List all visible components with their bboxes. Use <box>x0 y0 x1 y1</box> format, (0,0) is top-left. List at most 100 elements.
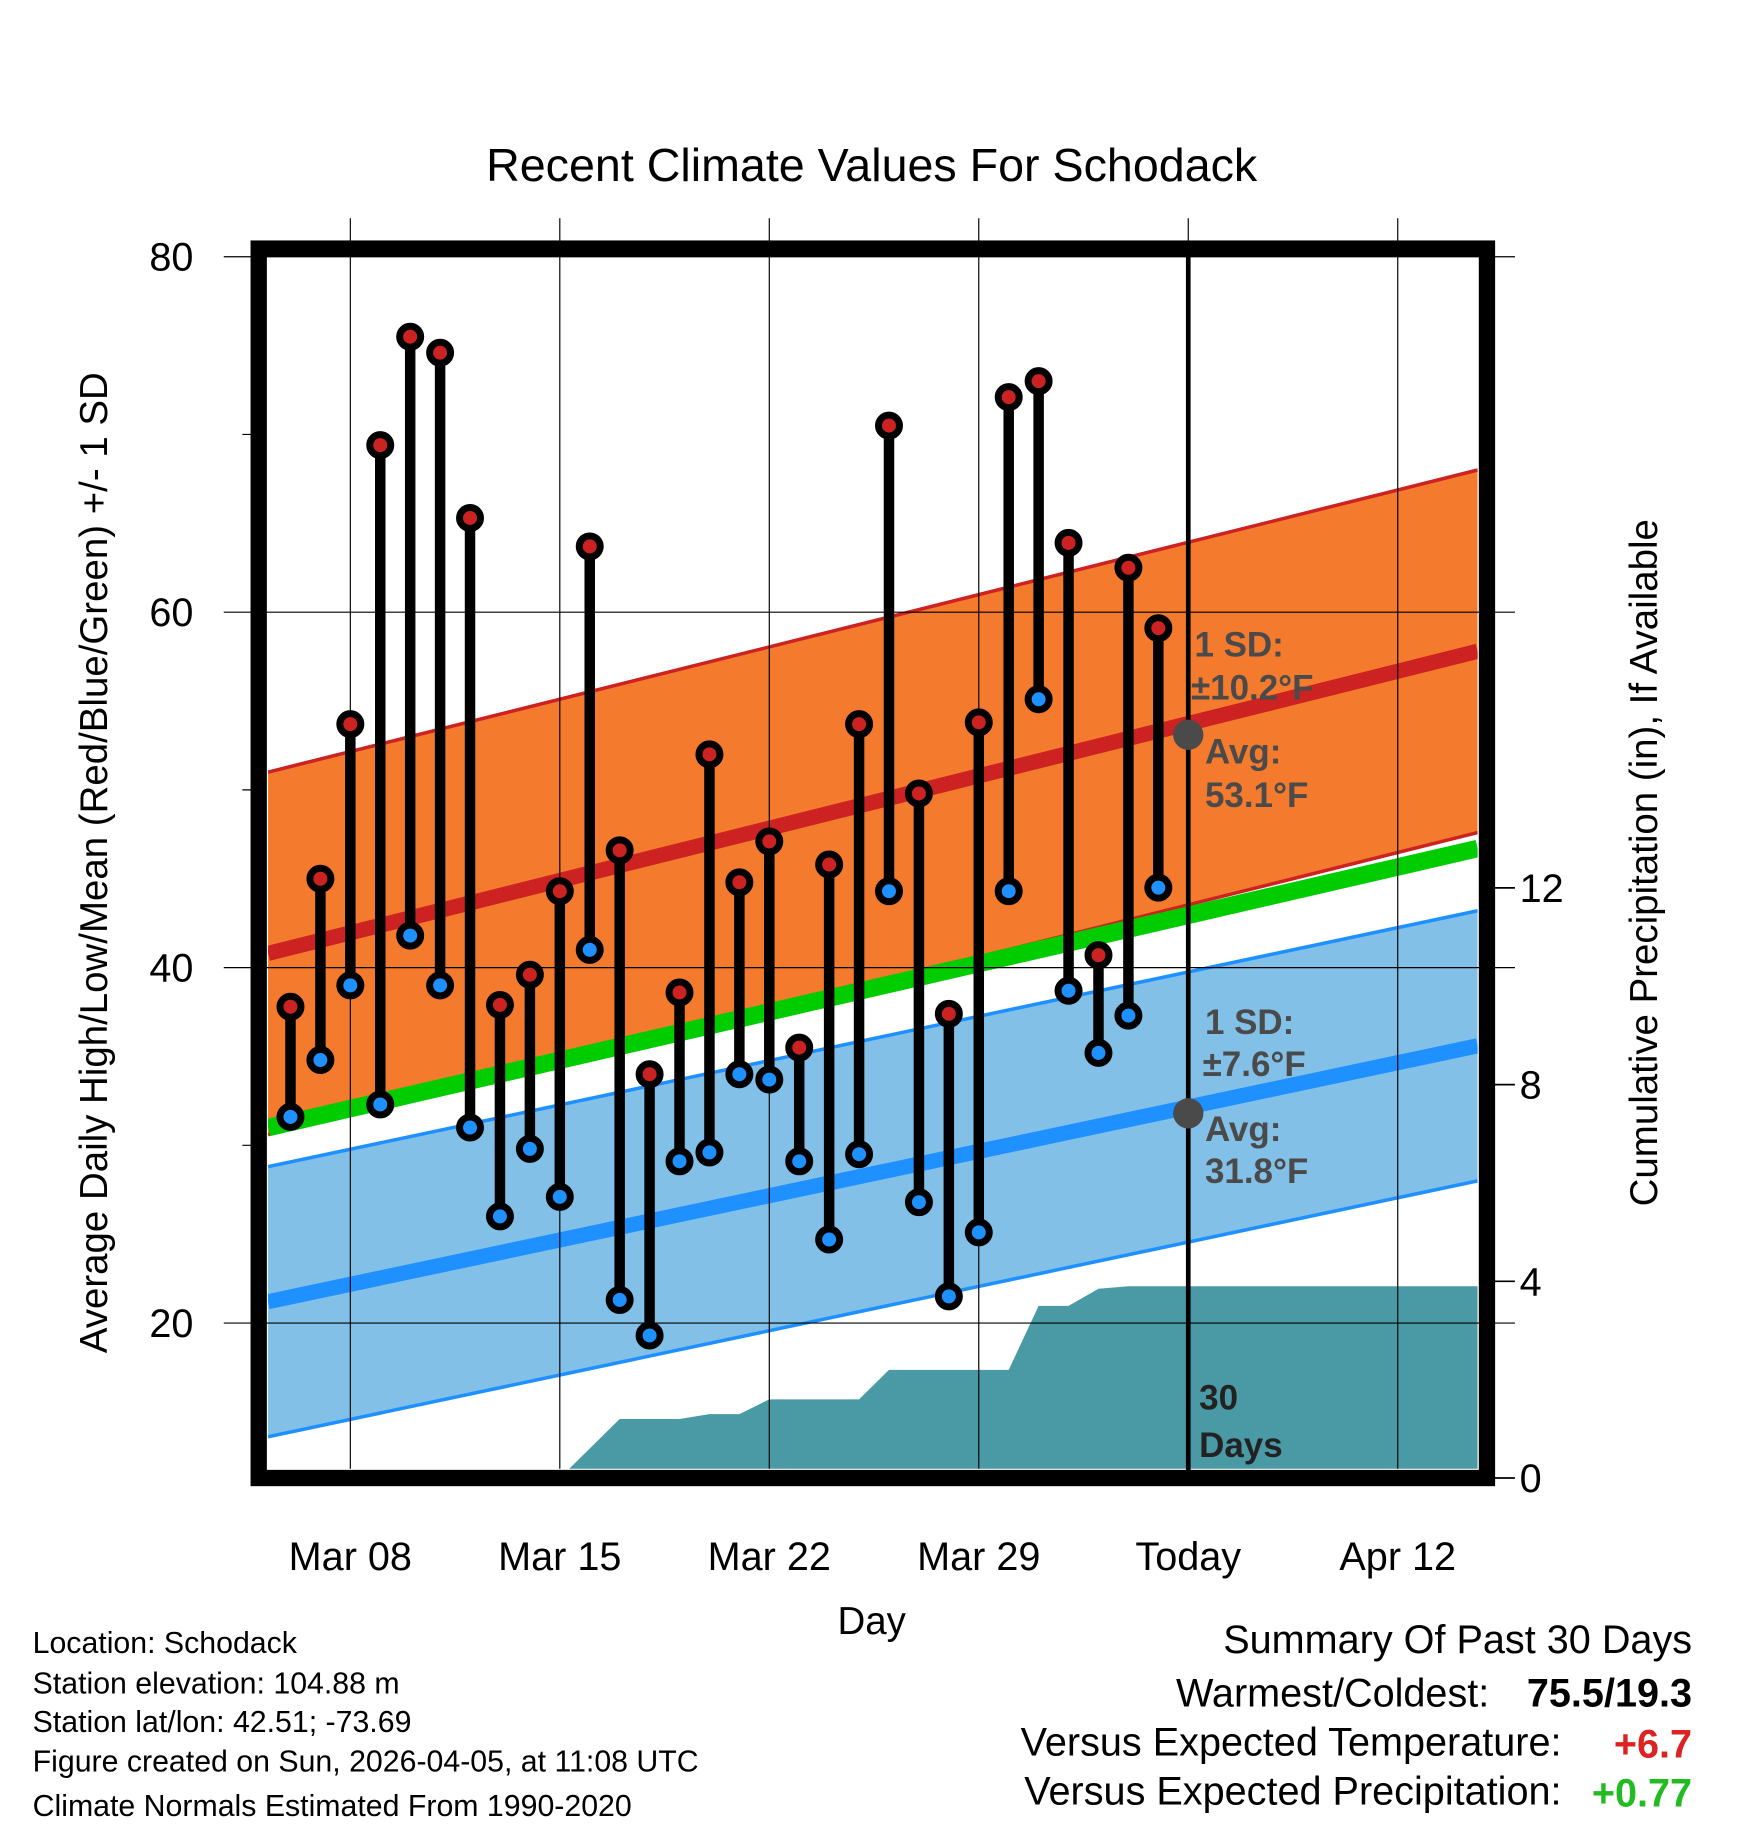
low-point <box>426 971 455 1000</box>
low-point <box>1144 873 1173 902</box>
high-point <box>934 999 963 1028</box>
footer-normals: Climate Normals Estimated From 1990-2020 <box>33 1790 632 1823</box>
high-point <box>1084 941 1113 970</box>
precip-value: +0.77 <box>1592 1772 1692 1816</box>
high-sd-label: 1 SD: <box>1194 625 1283 664</box>
precip-label: Versus Expected Precipitation: <box>1024 1769 1561 1813</box>
data-marks <box>276 322 1204 1350</box>
high-avg-value: 53.1°F <box>1205 776 1308 815</box>
warmest-value: 75.5/19.3 <box>1527 1671 1692 1715</box>
high-point <box>1054 528 1083 557</box>
high-sd-value: ±10.2°F <box>1191 669 1314 708</box>
y2-tick-label: 0 <box>1520 1457 1542 1501</box>
low-point <box>545 1182 574 1211</box>
low-point <box>665 1147 694 1176</box>
high-point <box>785 1033 814 1062</box>
high-point <box>904 779 933 808</box>
high-avg-label: Avg: <box>1205 733 1281 772</box>
annotations: 1 SD: ±10.2°F Avg: 53.1°F 1 SD: ±7.6°F A… <box>1191 625 1314 1465</box>
plot-frame <box>250 240 1496 1487</box>
high-point <box>994 383 1023 412</box>
temp-value: +6.7 <box>1614 1723 1692 1767</box>
high-point <box>456 504 485 532</box>
temp-label: Versus Expected Temperature: <box>1021 1720 1562 1764</box>
high-point <box>1024 367 1053 396</box>
y-tick-label: 20 <box>149 1302 193 1346</box>
high-point <box>1144 614 1173 643</box>
low-point <box>875 877 903 906</box>
low-point <box>1054 976 1083 1005</box>
high-point <box>725 868 754 897</box>
high-point <box>845 710 874 739</box>
summary-title: Summary Of Past 30 Days <box>1223 1618 1692 1662</box>
low-point <box>815 1225 844 1254</box>
x-tick-label: Mar 22 <box>708 1535 831 1579</box>
y2-tick-label: 12 <box>1520 867 1564 911</box>
plot-area <box>268 468 1478 1469</box>
high-point <box>665 978 694 1007</box>
y-tick-label: 60 <box>149 591 193 635</box>
y2-tick-label: 8 <box>1520 1064 1542 1108</box>
high-point <box>366 431 395 460</box>
precip-area <box>569 1286 1478 1469</box>
high-point <box>964 708 993 737</box>
high-point <box>635 1060 664 1089</box>
high-point <box>755 827 784 856</box>
low-point <box>904 1188 933 1217</box>
low-point <box>396 921 425 950</box>
high-point <box>485 990 514 1019</box>
low-point <box>845 1140 874 1169</box>
low-point <box>366 1090 395 1119</box>
days-label: Days <box>1199 1426 1283 1465</box>
low-point <box>994 877 1023 906</box>
low-point <box>1084 1038 1113 1067</box>
footer-elevation: Station elevation: 104.88 m <box>33 1668 400 1701</box>
low-point <box>785 1147 814 1176</box>
low-sd-value: ±7.6°F <box>1203 1045 1306 1084</box>
low-point <box>306 1046 335 1075</box>
low-point <box>695 1138 724 1167</box>
high-point <box>575 532 604 561</box>
low-point <box>934 1282 963 1311</box>
high-point <box>1114 553 1143 582</box>
low-normal-line <box>268 1038 1478 1310</box>
x-tick-label: Apr 12 <box>1339 1535 1456 1579</box>
low-point <box>1114 1001 1143 1030</box>
y2-tick-label: 4 <box>1520 1260 1542 1304</box>
y2-axis-label: Cumulative Precipitation (in), If Availa… <box>1623 519 1666 1206</box>
low-point <box>755 1065 784 1094</box>
footer-info: Location: Schodack Station elevation: 10… <box>33 1627 699 1823</box>
low-normal-lower-sd-line <box>268 1179 1478 1439</box>
low-point <box>635 1321 664 1350</box>
low-point <box>456 1113 485 1142</box>
high-point <box>605 836 634 865</box>
low-point <box>485 1202 514 1231</box>
low-point <box>964 1218 993 1247</box>
warmest-label: Warmest/Coldest: <box>1176 1671 1489 1715</box>
high-point <box>336 710 365 739</box>
days-count: 30 <box>1199 1378 1238 1417</box>
x-tick-label: Mar 08 <box>289 1535 412 1579</box>
low-point <box>515 1134 544 1163</box>
low-point <box>276 1102 305 1131</box>
low-sd-label: 1 SD: <box>1205 1003 1294 1042</box>
x-tick-label: Mar 29 <box>917 1535 1040 1579</box>
high-point <box>515 960 544 989</box>
today-high-avg-marker <box>1173 719 1204 750</box>
y-tick-label: 40 <box>149 947 193 991</box>
x-tick-label: Today <box>1135 1535 1241 1579</box>
high-point <box>545 877 574 906</box>
high-point <box>396 322 425 351</box>
chart-title: Recent Climate Values For Schodack <box>486 139 1258 191</box>
high-point <box>815 850 844 879</box>
low-point <box>1024 685 1053 714</box>
low-point <box>336 971 365 1000</box>
high-point <box>875 411 903 440</box>
low-point <box>575 935 604 964</box>
footer-latlon: Station lat/lon: 42.51; -73.69 <box>33 1706 412 1739</box>
footer-location: Location: Schodack <box>33 1627 298 1660</box>
footer-created: Figure created on Sun, 2026-04-05, at 11… <box>33 1746 699 1779</box>
low-avg-value: 31.8°F <box>1205 1152 1308 1191</box>
